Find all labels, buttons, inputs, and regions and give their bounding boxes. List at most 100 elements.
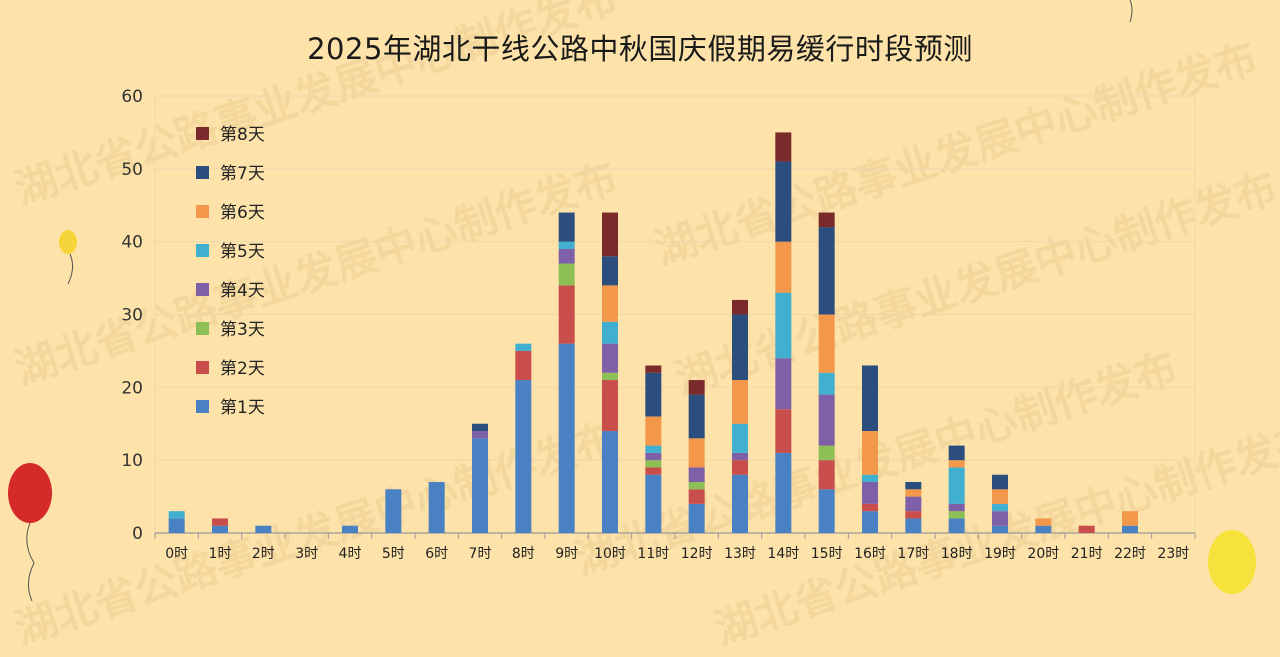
x-tick-label: 19时 (984, 546, 1016, 562)
bar-segment (1078, 525, 1095, 533)
bar-segment (342, 525, 358, 533)
bar-segment (948, 503, 965, 512)
bar-segment (558, 212, 575, 242)
legend-swatch (196, 283, 209, 296)
x-tick-label: 5时 (382, 546, 405, 562)
bar-segment (862, 511, 878, 533)
bar-segment (168, 518, 185, 533)
x-tick-label: 3时 (295, 546, 318, 562)
x-tick-label: 9时 (555, 546, 578, 562)
bar-segment (775, 161, 792, 242)
balloon-icon (1208, 530, 1256, 594)
x-tick-label: 23时 (1157, 546, 1189, 562)
bar-segment (472, 438, 488, 533)
legend-swatch (196, 322, 209, 335)
bar-segment (992, 474, 1008, 490)
bar-segment (688, 438, 705, 468)
bar-segment (905, 496, 922, 512)
x-tick-label: 20时 (1027, 546, 1059, 562)
bar-segment (775, 292, 792, 359)
balloon-string (67, 253, 74, 285)
bar-segment (515, 350, 532, 381)
bar-segment (688, 394, 705, 439)
bar-segment (602, 372, 618, 381)
x-tick-label: 6时 (425, 546, 448, 562)
x-tick-label: 0时 (165, 546, 188, 562)
bar-segment (515, 343, 532, 351)
bar-segment (818, 314, 835, 373)
bar-segment (775, 358, 792, 410)
bar-segment (645, 445, 662, 453)
legend-swatch (196, 244, 209, 257)
x-tick-label: 2时 (252, 546, 275, 562)
bar-segment (558, 343, 575, 533)
bar-segment (992, 525, 1008, 533)
bar-segment (862, 431, 878, 475)
x-tick-label: 15时 (811, 546, 843, 562)
balloon-string (26, 522, 35, 601)
bar-segment (1035, 525, 1052, 533)
legend-label: 第6天 (220, 203, 265, 223)
bar-segment (775, 409, 792, 453)
legend-label: 第8天 (220, 125, 265, 145)
bar-segment (775, 132, 792, 162)
y-tick-label: 0 (132, 524, 143, 544)
bar-segment (732, 460, 748, 475)
bar-segment (645, 460, 662, 468)
bar-segment (688, 467, 705, 483)
bar-segment (732, 314, 748, 381)
bar-segment (818, 489, 835, 533)
stacked-bar-chart: 0 10 20 30 40 50 60 0时 1时 2时 3时 4时 5时 6时 7时 8时 9时 10时 11时 1… (8, 0, 1256, 601)
bar-segment (645, 467, 662, 475)
bar-segment (905, 489, 922, 497)
bar-segment (775, 452, 792, 533)
x-tick-label: 11时 (637, 546, 669, 562)
legend-label: 第7天 (220, 164, 265, 184)
legend-label: 第4天 (220, 281, 265, 301)
x-tick-label: 4时 (339, 546, 362, 562)
bar-segment (688, 489, 705, 504)
bar-segment (818, 372, 835, 395)
bar-segment (602, 380, 618, 432)
bar-segment (732, 423, 748, 453)
bar-segment (558, 285, 575, 344)
bar-segment (602, 321, 618, 344)
bar-segment (905, 511, 922, 519)
bar-segment (688, 503, 705, 533)
x-tick-label: 16时 (854, 546, 886, 562)
bar-segment (1122, 511, 1138, 526)
legend-label: 第5天 (220, 242, 265, 262)
y-tick-label: 50 (121, 160, 143, 180)
chart-title: 2025年湖北干线公路中秋国庆假期易缓行时段预测 (307, 32, 973, 66)
balloon-icon (8, 463, 52, 523)
x-tick-label: 18时 (941, 546, 973, 562)
bar-segment (255, 525, 272, 533)
bar-segment (775, 241, 792, 293)
bar-segment (558, 241, 575, 249)
bar-segment (732, 474, 748, 533)
legend-swatch (196, 205, 209, 218)
bar-segment (602, 212, 618, 257)
bar-segment (558, 248, 575, 264)
bar-segment (992, 511, 1008, 526)
bar-segment (212, 525, 228, 533)
bar-segment (645, 416, 662, 446)
bar-segment (948, 511, 965, 519)
bar-segment (1122, 525, 1138, 533)
x-tick-label: 17时 (897, 546, 929, 562)
bar-segment (732, 452, 748, 461)
bar-segment (385, 489, 402, 533)
bar-segment (558, 263, 575, 286)
bar-segment (818, 394, 835, 446)
bar-segment (212, 518, 228, 526)
balloon-icon (59, 230, 77, 254)
bar-segment (992, 503, 1008, 512)
bar-segment (602, 256, 618, 286)
bar-segment (688, 482, 705, 490)
legend-swatch (196, 127, 209, 140)
x-tick-label: 1时 (209, 546, 232, 562)
bar-segment (948, 518, 965, 533)
bar-segment (602, 431, 618, 533)
bar-segment (905, 482, 922, 490)
bar-segment (818, 445, 835, 461)
